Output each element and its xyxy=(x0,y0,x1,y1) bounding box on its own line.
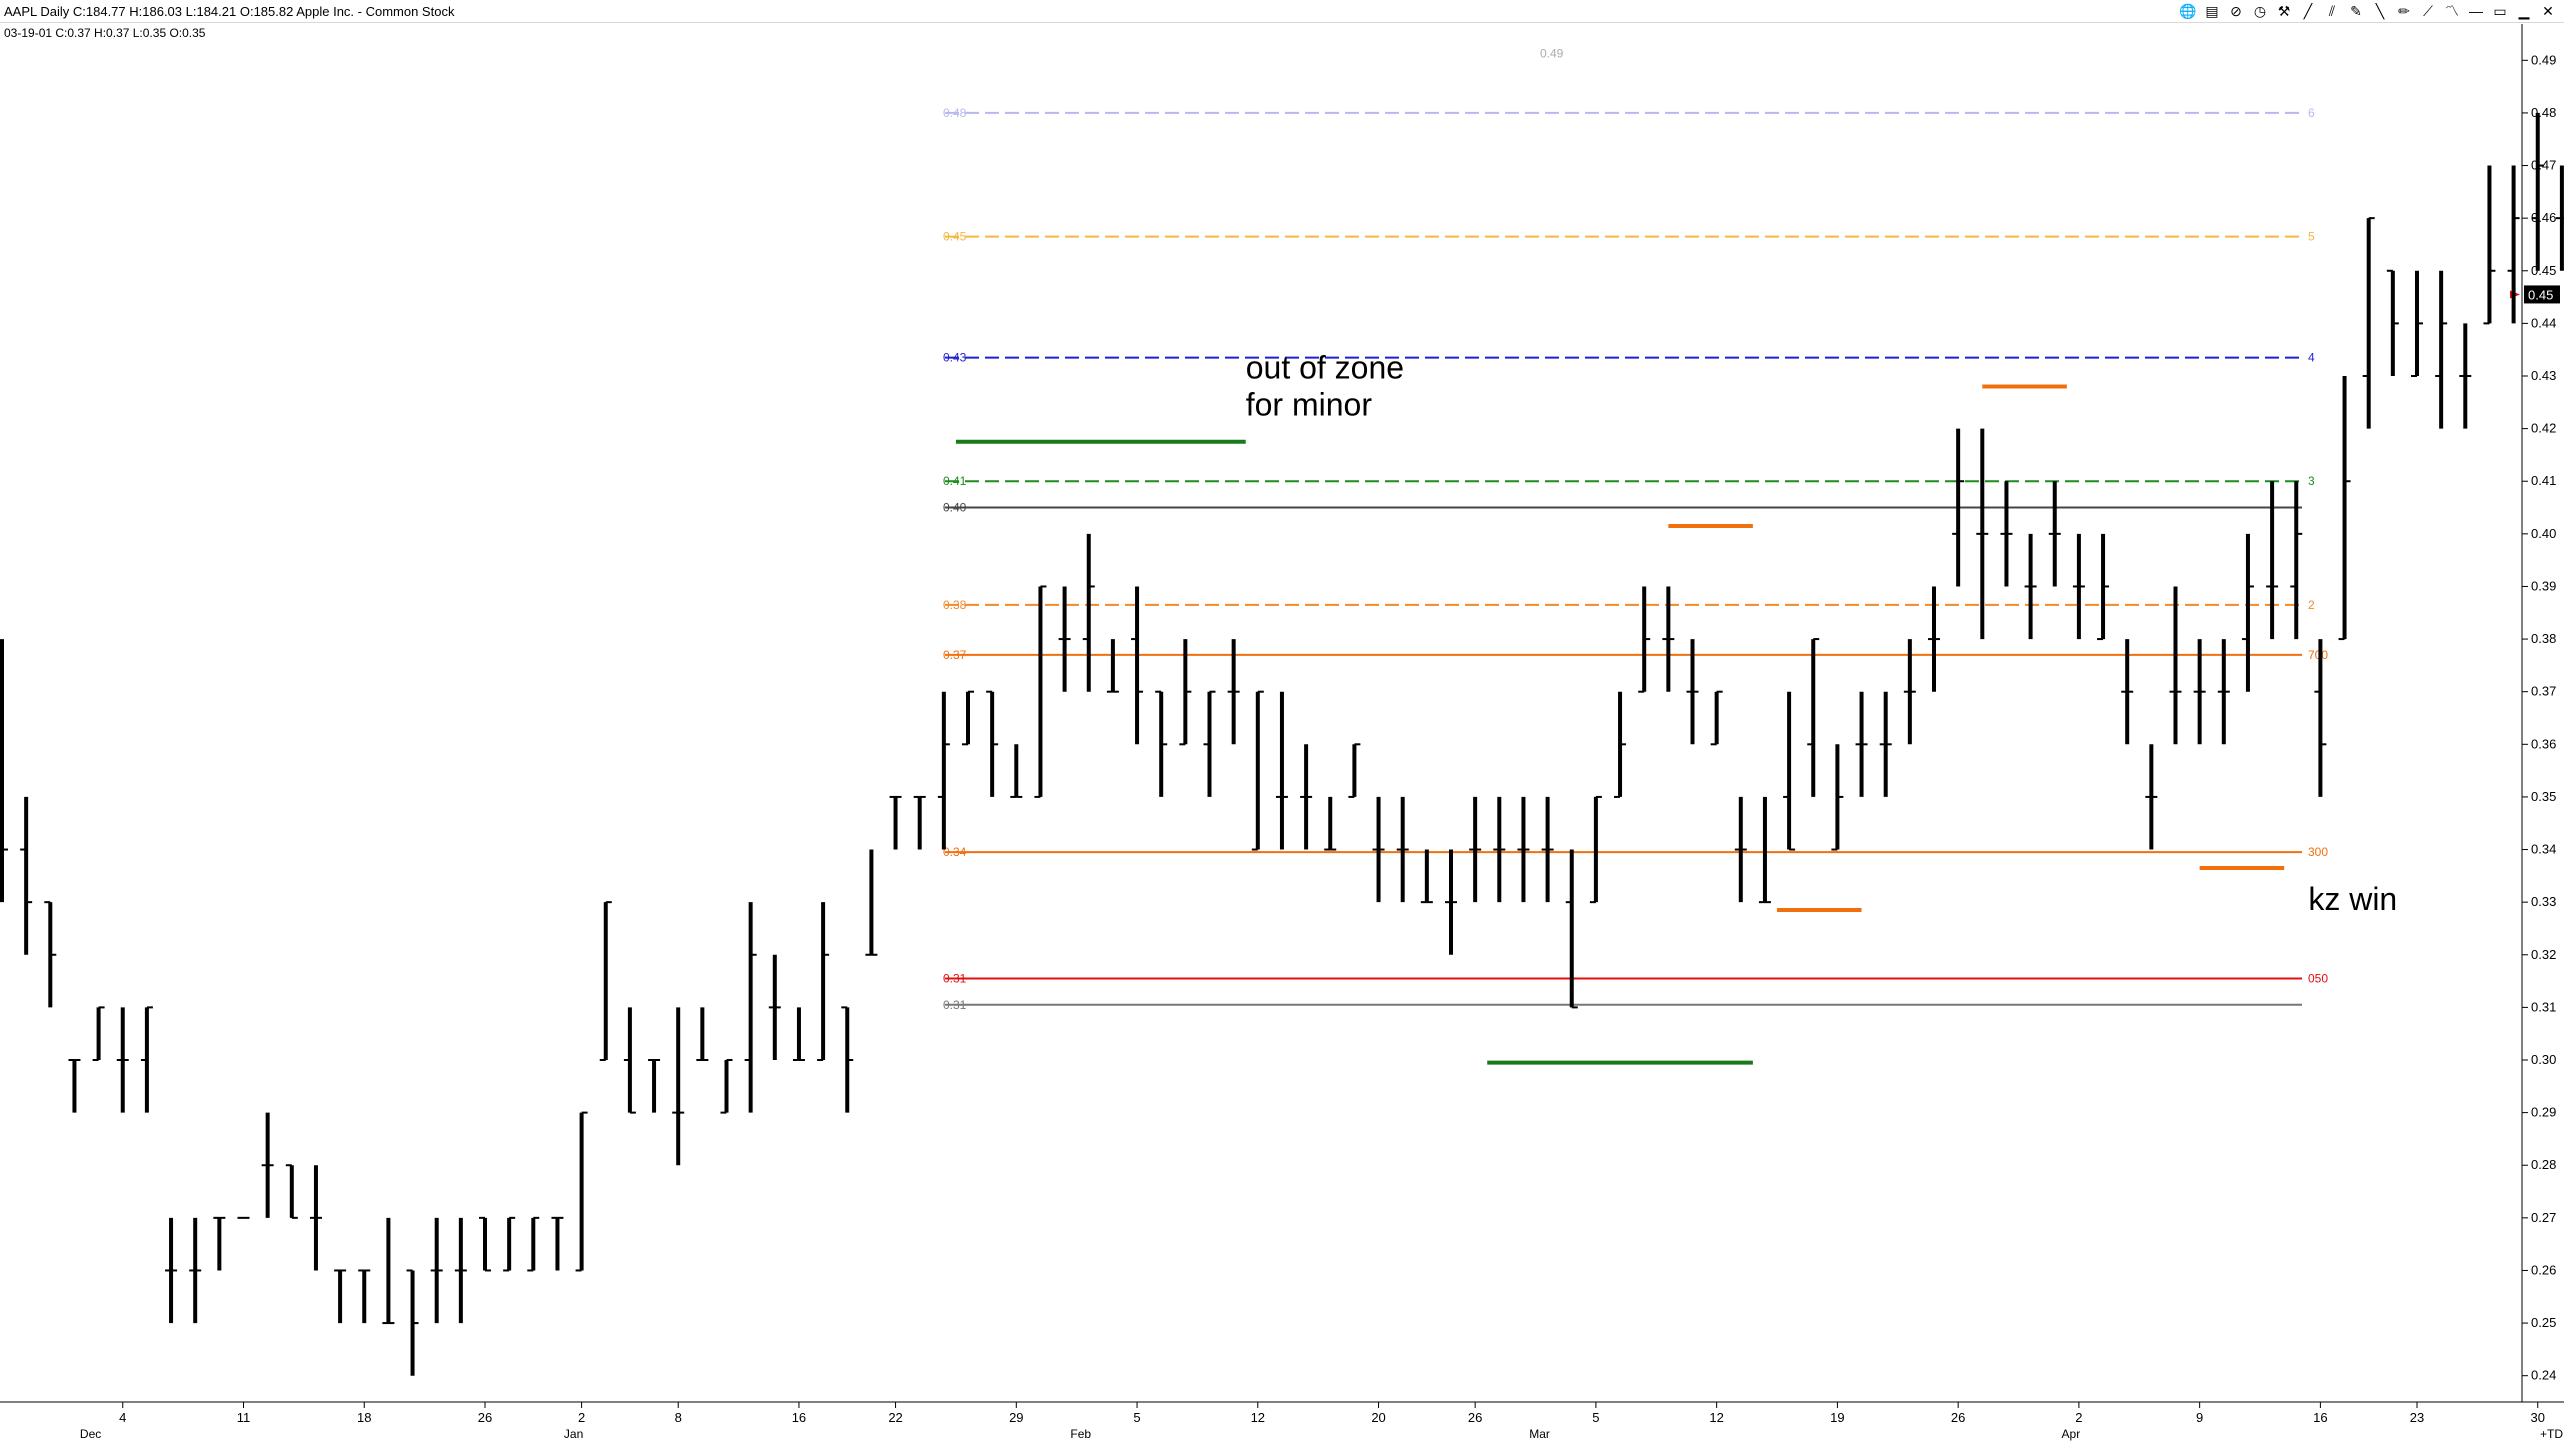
close-icon[interactable]: ✕ xyxy=(2542,3,2554,19)
y-tick-label: 0.32 xyxy=(2531,947,2556,962)
y-tick-label: 0.30 xyxy=(2531,1052,2556,1067)
y-tick-label: 0.24 xyxy=(2531,1368,2556,1383)
x-month-label: Apr xyxy=(2062,1427,2081,1441)
trend-line-icon[interactable]: ⟋ xyxy=(2423,3,2433,19)
y-tick-label: 0.34 xyxy=(2531,842,2556,857)
x-tick-label: 4 xyxy=(119,1410,126,1425)
pencil-icon[interactable]: ✏ xyxy=(2398,3,2410,19)
y-tick-label: 0.31 xyxy=(2531,999,2556,1014)
y-tick-label: 0.48 xyxy=(2531,105,2556,120)
line-tool-icon[interactable]: ╱ xyxy=(2303,3,2313,19)
x-tick-label: 29 xyxy=(1009,1410,1023,1425)
level-label-left: 0.48 xyxy=(943,106,967,120)
x-month-label: Dec xyxy=(80,1427,101,1441)
last-price-label: 0.45 xyxy=(2528,287,2553,302)
level-label-right: 6 xyxy=(2308,106,2315,120)
level-label-left: 0.37 xyxy=(943,648,967,662)
title-bar: AAPL Daily C:184.77 H:186.03 L:184.21 O:… xyxy=(0,0,2564,23)
bar-readout: 03-19-01 C:0.37 H:0.37 L:0.35 O:0.35 xyxy=(4,26,206,40)
x-tick-label: 5 xyxy=(1133,1410,1140,1425)
globe-icon[interactable]: 🌐 xyxy=(2179,3,2197,19)
chart-title: AAPL Daily C:184.77 H:186.03 L:184.21 O:… xyxy=(4,4,455,19)
y-tick-label: 0.41 xyxy=(2531,473,2556,488)
level-label-left: 0.40 xyxy=(943,501,967,515)
y-tick-label: 0.26 xyxy=(2531,1262,2556,1277)
x-tick-label: 30 xyxy=(2531,1410,2545,1425)
y-tick-label: 0.45 xyxy=(2531,263,2556,278)
level-label-right: 300 xyxy=(2308,845,2328,859)
x-month-label: Feb xyxy=(1070,1427,1091,1441)
annotation-text[interactable]: out of zone xyxy=(1246,350,1404,386)
zigzag-icon[interactable]: 〽 xyxy=(2445,3,2459,19)
level-label-left: 0.41 xyxy=(943,474,967,488)
y-tick-label: 0.28 xyxy=(2531,1157,2556,1172)
no-entry-icon[interactable]: ⊘ xyxy=(2230,3,2242,19)
x-end-label: +TD xyxy=(2540,1427,2563,1441)
level-label-left: 0.43 xyxy=(943,351,967,365)
x-tick-label: 12 xyxy=(1709,1410,1723,1425)
minimize-icon[interactable]: ▁ xyxy=(2518,3,2530,19)
y-tick-label: 0.33 xyxy=(2531,894,2556,909)
y-tick-label: 0.38 xyxy=(2531,631,2556,646)
stack-icon[interactable]: ▤ xyxy=(2205,3,2219,19)
parallel-lines-icon[interactable]: ⫽ xyxy=(2328,3,2336,19)
level-label-right: 3 xyxy=(2308,474,2315,488)
x-tick-label: 16 xyxy=(2313,1410,2327,1425)
x-tick-label: 26 xyxy=(478,1410,492,1425)
drawing-toolbar: 🌐 ▤ ⊘ ◷ ⚒ ╱ ⫽ ✎ ╲ ✏ ⟋ 〽 ― ▭ ▁ ✕ xyxy=(2178,2,2558,20)
y-tick-label: 0.25 xyxy=(2531,1315,2556,1330)
annotation-text[interactable]: kz win xyxy=(2308,881,2397,917)
tools-icon[interactable]: ⚒ xyxy=(2277,3,2291,19)
level-label-left: 0.31 xyxy=(943,998,967,1012)
y-tick-label: 0.29 xyxy=(2531,1105,2556,1120)
level-label-right: 4 xyxy=(2308,351,2315,365)
x-tick-label: 2 xyxy=(2075,1410,2082,1425)
y-tick-label: 0.39 xyxy=(2531,578,2556,593)
y-tick-label: 0.42 xyxy=(2531,421,2556,436)
y-tick-label: 0.49 xyxy=(2531,52,2556,67)
y-tick-label: 0.43 xyxy=(2531,368,2556,383)
x-tick-label: 5 xyxy=(1592,1410,1599,1425)
level-label-right: 2 xyxy=(2308,598,2315,612)
x-tick-label: 26 xyxy=(1951,1410,1965,1425)
x-tick-label: 2 xyxy=(578,1410,585,1425)
y-tick-label: 0.35 xyxy=(2531,789,2556,804)
x-tick-label: 12 xyxy=(1251,1410,1265,1425)
diagonal-line-icon[interactable]: ╲ xyxy=(2375,3,2385,19)
x-tick-label: 19 xyxy=(1830,1410,1844,1425)
y-tick-label: 0.37 xyxy=(2531,684,2556,699)
x-tick-label: 11 xyxy=(237,1410,251,1425)
y-tick-label: 0.44 xyxy=(2531,315,2556,330)
y-tick-label: 0.40 xyxy=(2531,526,2556,541)
level-label-right: 5 xyxy=(2308,230,2315,244)
top-price-label: 0.49 xyxy=(1540,47,1564,61)
level-label-right: 700 xyxy=(2308,648,2328,662)
x-tick-label: 23 xyxy=(2410,1410,2424,1425)
x-month-label: Jan xyxy=(564,1427,583,1441)
x-tick-label: 20 xyxy=(1371,1410,1385,1425)
x-month-label: Mar xyxy=(1529,1427,1550,1441)
horizontal-line-icon[interactable]: ― xyxy=(2469,3,2483,19)
x-tick-label: 18 xyxy=(357,1410,371,1425)
y-tick-label: 0.27 xyxy=(2531,1210,2556,1225)
annotation-text[interactable]: for minor xyxy=(1246,386,1373,422)
x-tick-label: 26 xyxy=(1468,1410,1482,1425)
price-chart[interactable]: 0.24 0.25 0.26 0.27 0.28 0.29 0.30 0.31 0.32 0.33… xyxy=(0,24,2564,1444)
x-tick-label: 8 xyxy=(675,1410,682,1425)
x-tick-label: 22 xyxy=(888,1410,902,1425)
level-label-left: 0.38 xyxy=(943,598,967,612)
last-price-box xyxy=(2524,285,2560,304)
x-tick-label: 9 xyxy=(2196,1410,2203,1425)
level-label-left: 0.34 xyxy=(943,845,967,859)
level-label-right: 050 xyxy=(2308,971,2328,985)
level-label-left: 0.31 xyxy=(943,971,967,985)
draw-icon[interactable]: ✎ xyxy=(2350,3,2362,19)
x-tick-label: 16 xyxy=(792,1410,806,1425)
clock-icon[interactable]: ◷ xyxy=(2253,3,2267,19)
y-tick-label: 0.36 xyxy=(2531,736,2556,751)
rectangle-icon[interactable]: ▭ xyxy=(2493,3,2507,19)
level-label-left: 0.45 xyxy=(943,230,967,244)
